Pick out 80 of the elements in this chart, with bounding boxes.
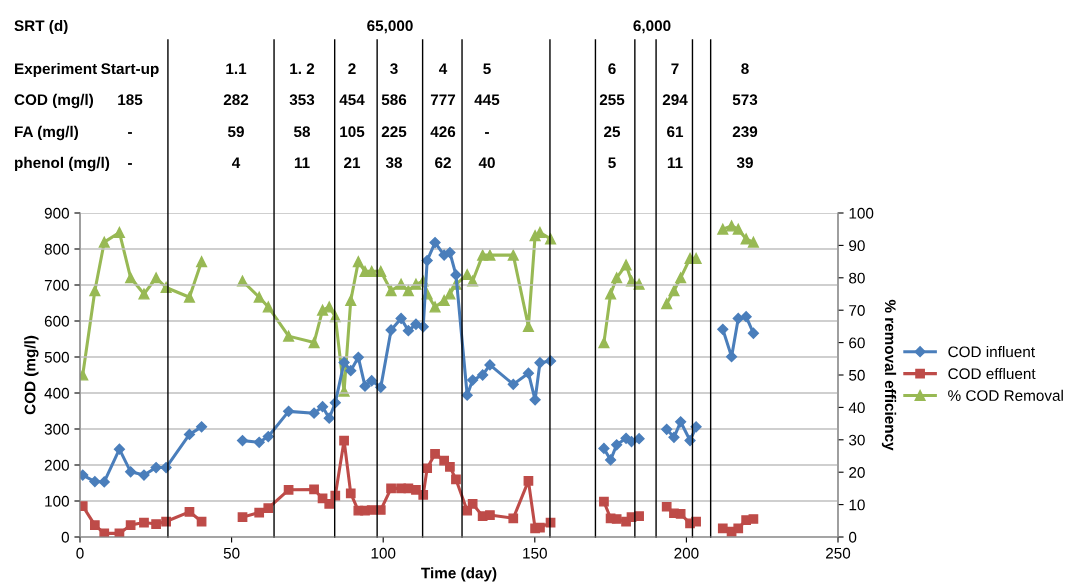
text: 255: [599, 94, 625, 106]
text: 454: [339, 94, 365, 106]
x-tick-label: 50: [223, 547, 240, 559]
text: COD (mg/l): [14, 93, 94, 109]
y2-tick-label: 60: [849, 337, 865, 349]
text: 573: [732, 94, 758, 106]
text: 59: [227, 126, 244, 138]
text: 294: [662, 94, 688, 106]
text: FA (mg/l): [15, 125, 79, 141]
y2-tick-label: 40: [848, 402, 865, 414]
text: 239: [732, 126, 758, 138]
y2-tick-label: 30: [849, 434, 865, 446]
text: 6,000: [633, 20, 671, 34]
text: 2: [348, 63, 356, 74]
y-tick-label: 600: [44, 315, 69, 327]
y-tick-label: 300: [44, 423, 69, 435]
text: 39: [736, 157, 753, 169]
text: 1.1: [226, 63, 247, 74]
text: 62: [435, 157, 451, 169]
text: 7: [671, 63, 679, 74]
text: SRT (d): [14, 19, 68, 35]
text: 6: [608, 63, 616, 75]
text: 4: [438, 63, 448, 74]
text: 11: [667, 157, 683, 168]
text: 586: [381, 94, 407, 106]
text: 25: [604, 126, 621, 138]
text: -: [128, 132, 132, 134]
x-axis-title: Time (day): [421, 567, 497, 582]
text: 11: [294, 157, 310, 168]
y2-tick-label: 0: [849, 531, 857, 543]
y2-tick-label: 20: [849, 467, 865, 478]
text: 777: [430, 94, 456, 105]
legend-label: % COD Removal: [948, 389, 1063, 401]
x-tick-label: 200: [674, 547, 699, 559]
text: 282: [223, 94, 249, 106]
text: 3: [390, 63, 398, 75]
legend-label: COD influent: [948, 346, 1035, 358]
x-tick-label: 100: [371, 547, 396, 559]
y-tick-label: 100: [45, 495, 69, 507]
y2-axis-title: % removal efficiency: [881, 299, 897, 451]
x-tick-label: 250: [826, 547, 851, 559]
y2-tick-label: 90: [849, 240, 865, 252]
text: 105: [340, 126, 365, 138]
text: 38: [385, 157, 403, 169]
text: 353: [289, 94, 315, 106]
text: 65,000: [367, 20, 413, 34]
text: 5: [483, 63, 491, 75]
y-tick-label: 0: [61, 531, 69, 543]
text: 4: [231, 157, 241, 168]
text: 445: [474, 94, 500, 106]
x-tick-label: 0: [76, 547, 84, 559]
y2-tick-label: 70: [849, 305, 865, 316]
x-tick-label: 150: [523, 547, 547, 559]
text: 1. 2: [290, 63, 315, 74]
y-axis-title: COD (mg/l): [24, 335, 39, 415]
y-tick-label: 900: [44, 207, 69, 219]
y-tick-label: 500: [44, 351, 69, 363]
text: -: [128, 163, 132, 165]
text: 61: [667, 126, 684, 138]
y2-tick-label: 50: [849, 369, 865, 381]
text: phenol (mg/l): [15, 156, 110, 172]
text: 225: [381, 126, 407, 138]
y-tick-label: 700: [44, 279, 69, 291]
text: 426: [430, 126, 456, 138]
text: 5: [608, 157, 616, 169]
y-tick-label: 200: [44, 459, 69, 471]
y-tick-label: 800: [44, 243, 69, 255]
legend-label: COD effluent: [948, 367, 1036, 380]
y-tick-label: 400: [44, 387, 69, 399]
y2-tick-label: 80: [849, 272, 865, 284]
y2-tick-label: 100: [849, 207, 874, 219]
text: Experiment: [15, 62, 98, 78]
y2-tick-label: 10: [849, 499, 865, 511]
text: 40: [478, 157, 495, 169]
text: Start-up: [101, 63, 159, 78]
text: 8: [741, 63, 749, 75]
text: 58: [293, 126, 311, 138]
text: 185: [118, 94, 143, 106]
text: -: [485, 132, 489, 134]
text: 21: [344, 157, 361, 168]
